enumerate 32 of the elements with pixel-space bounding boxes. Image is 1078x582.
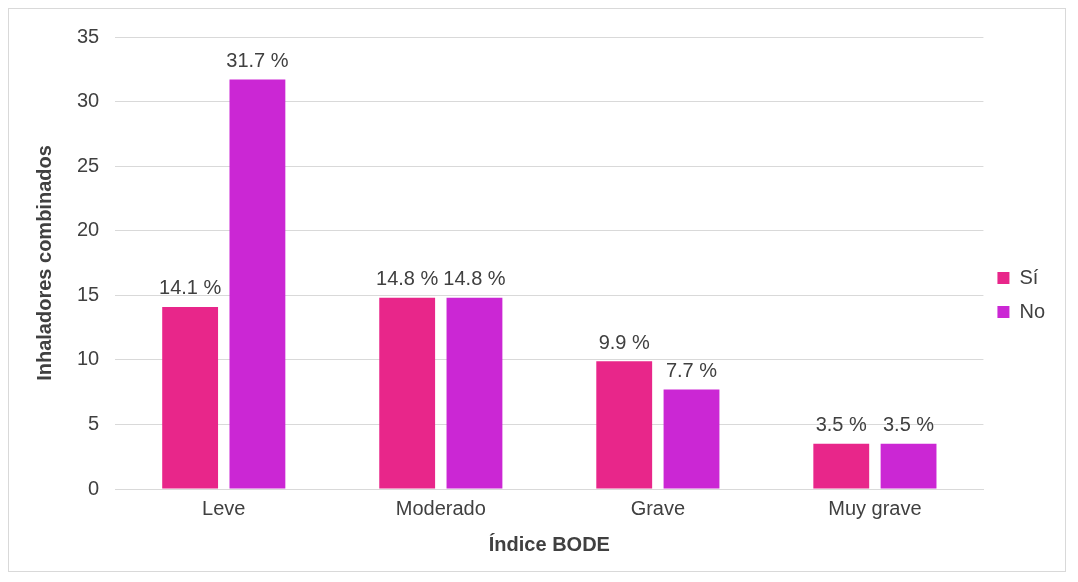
bar — [596, 361, 653, 489]
data-label: 14.8 % — [376, 267, 439, 290]
x-tick-label: Leve — [202, 496, 246, 519]
bar — [813, 443, 870, 489]
x-tick-label: Moderado — [395, 496, 486, 519]
bar — [162, 306, 219, 489]
bar — [663, 389, 720, 489]
y-axis-title: Inhaladores combinados — [32, 145, 55, 381]
y-tick-label: 20 — [77, 218, 100, 241]
data-label: 3.5 % — [882, 413, 935, 436]
y-tick-label: 0 — [88, 476, 100, 499]
data-label: 9.9 % — [598, 330, 650, 353]
x-tick-label: Muy grave — [828, 496, 922, 519]
y-tick-label: 30 — [77, 89, 100, 112]
x-tick-label: Grave — [630, 496, 686, 519]
x-axis-title: Índice BODE — [488, 532, 610, 555]
data-label: 7.7 % — [665, 359, 718, 382]
y-tick-label: 15 — [77, 282, 100, 305]
y-tick-label: 5 — [88, 411, 100, 434]
bar — [446, 297, 503, 489]
bar — [229, 79, 286, 489]
data-label: 14.1 % — [158, 276, 222, 299]
data-label: 31.7 % — [226, 49, 289, 72]
y-tick-label: 25 — [77, 153, 100, 176]
y-tick-label: 35 — [77, 24, 100, 47]
legend-label: No — [1019, 299, 1046, 322]
legend-label: Sí — [1019, 265, 1039, 288]
bar — [379, 297, 436, 489]
bar — [880, 443, 937, 489]
data-label: 3.5 % — [815, 413, 868, 436]
y-tick-label: 10 — [77, 347, 100, 370]
data-label: 14.8 % — [443, 267, 506, 290]
